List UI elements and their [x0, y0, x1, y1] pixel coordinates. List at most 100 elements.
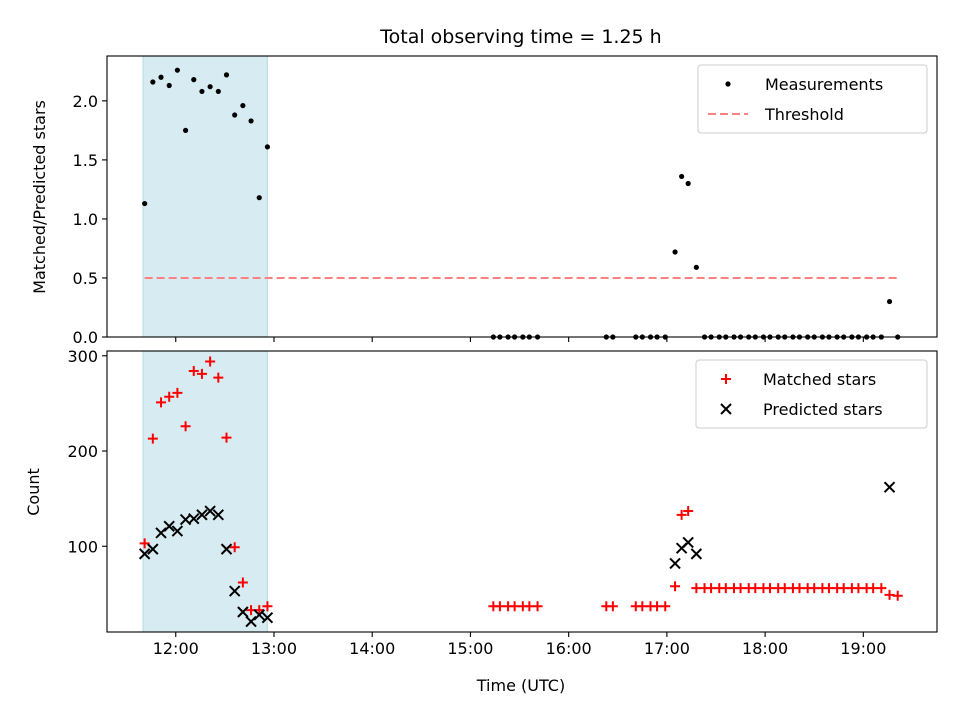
matched-star-point — [607, 601, 618, 612]
measurement-point — [215, 88, 221, 95]
legend-label: Predicted stars — [763, 400, 883, 419]
x-tick-label: 14:00 — [349, 639, 395, 658]
predicted-star-point — [883, 481, 896, 493]
predicted-star-point — [682, 536, 694, 549]
measurement-point — [174, 67, 180, 73]
matched-star-point — [254, 605, 265, 616]
measurement-point — [191, 77, 197, 83]
bottom-legend-box — [695, 359, 928, 429]
measurement-point — [158, 74, 164, 80]
measurement-point — [142, 200, 148, 207]
matched-star-point — [670, 581, 681, 592]
predicted-star-point — [690, 548, 703, 560]
measurement-point — [256, 195, 262, 201]
bottom-y-axis-label: Count — [24, 468, 43, 516]
x-tick-label: 16:00 — [546, 639, 592, 658]
x-tick-label: 19:00 — [840, 639, 886, 658]
predicted-star-point — [669, 557, 681, 570]
top-legend-box — [697, 64, 928, 134]
matched-star-point — [683, 506, 694, 517]
legend-marker-matched — [721, 374, 731, 384]
predicted-star-point — [220, 543, 233, 555]
x-tick-label: 15:00 — [447, 639, 493, 658]
predicted-star-point — [261, 612, 274, 624]
measurement-point — [150, 79, 156, 85]
x-axis-label: Time (UTC) — [476, 676, 565, 695]
measurement-point — [248, 118, 254, 124]
chart-title: Total observing time = 1.25 h — [379, 26, 661, 48]
matched-star-point — [156, 397, 167, 408]
measurement-point — [182, 127, 189, 133]
measurement-point — [264, 144, 271, 150]
measurement-point — [166, 82, 172, 89]
top-y-tick-label: 1.5 — [73, 151, 98, 170]
bottom-axes-frame — [106, 350, 938, 633]
predicted-star-point — [204, 505, 216, 517]
legend-label: Measurements — [765, 75, 883, 94]
bottom-series-matched-stars — [139, 356, 903, 616]
top-y-tick-label: 0.0 — [73, 328, 98, 347]
predicted-star-point — [196, 509, 208, 521]
x-tick-label: 12:00 — [153, 639, 199, 658]
measurement-point — [207, 84, 213, 90]
predicted-star-point — [147, 543, 159, 555]
legend-label: Threshold — [764, 105, 844, 124]
matched-star-point — [676, 509, 687, 520]
top-panel: 0.0 0.5 1.0 1.5 2.0 Measurements Threshold — [73, 55, 938, 347]
top-y-tick-label: 2.0 — [73, 92, 98, 111]
bottom-shaded-span — [142, 350, 268, 633]
bottom-y-tick-label: 300 — [67, 347, 98, 366]
bottom-series-predicted-stars — [138, 481, 896, 628]
matched-star-point — [892, 590, 903, 601]
matched-star-point — [213, 372, 224, 383]
legend-label: Matched stars — [763, 370, 876, 389]
measurement-point — [693, 264, 699, 270]
predicted-star-point — [163, 520, 175, 532]
top-axes-frame — [106, 55, 938, 338]
top-legend: Measurements Threshold — [697, 64, 928, 134]
measurement-point — [223, 72, 230, 78]
matched-star-point — [196, 368, 207, 379]
predicted-star-point — [228, 585, 241, 597]
matched-star-point — [147, 433, 158, 444]
predicted-star-point — [212, 509, 225, 521]
matched-star-point — [205, 356, 216, 367]
bottom-panel: 12:00 13:00 14:00 15:00 16:00 17:00 18:00 19:00… — [67, 347, 938, 658]
matched-star-point — [262, 601, 273, 612]
measurement-point — [199, 88, 205, 95]
matched-star-point — [180, 421, 191, 432]
measurement-point — [685, 180, 691, 187]
x-tick-label: 17:00 — [644, 639, 690, 658]
predicted-star-point — [245, 615, 257, 628]
matched-star-point — [188, 366, 199, 377]
matched-star-point — [876, 583, 887, 594]
predicted-star-point — [237, 606, 249, 618]
measurement-point — [679, 173, 685, 180]
measurement-point — [240, 102, 246, 109]
matched-star-point — [139, 538, 150, 549]
top-y-tick-label: 0.5 — [73, 269, 98, 288]
matched-star-point — [229, 542, 240, 553]
legend-marker-measurements — [725, 81, 731, 87]
bottom-legend: Matched stars Predicted stars — [695, 359, 928, 429]
bottom-y-tick-label: 100 — [67, 537, 98, 556]
top-y-axis-label: Matched/Predicted stars — [30, 100, 49, 294]
bottom-y-tick-label: 200 — [67, 442, 98, 461]
predicted-star-point — [138, 548, 151, 560]
legend-marker-predicted — [720, 403, 732, 415]
measurement-point — [886, 298, 893, 305]
matched-star-point — [532, 601, 543, 612]
matched-star-point — [164, 391, 175, 402]
predicted-star-point — [188, 512, 200, 525]
x-tick-label: 18:00 — [742, 639, 788, 658]
matched-star-point — [172, 387, 183, 398]
matched-star-point — [237, 577, 248, 588]
matched-star-point — [660, 601, 671, 612]
measurement-point — [232, 112, 238, 118]
predicted-star-point — [155, 527, 167, 539]
predicted-star-point — [171, 525, 184, 537]
matched-star-point — [221, 432, 232, 443]
predicted-star-point — [253, 609, 265, 621]
top-shaded-span — [142, 55, 268, 338]
